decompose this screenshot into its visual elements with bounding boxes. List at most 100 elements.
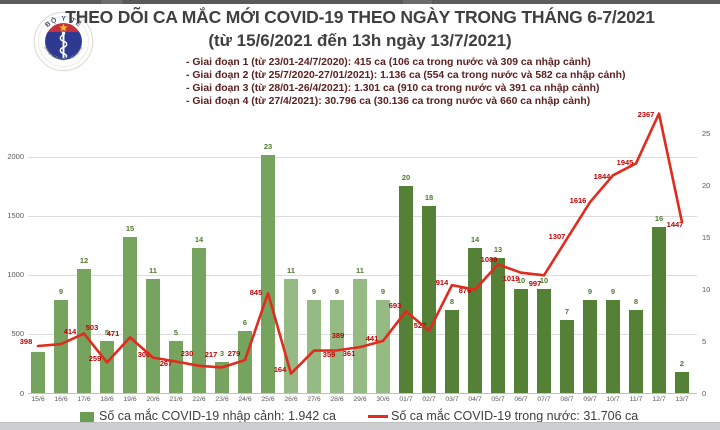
bar-value-label: 11 xyxy=(149,265,157,275)
x-axis-tick-label: 08/7 xyxy=(560,396,574,403)
right-axis-tick-label: 0 xyxy=(702,388,707,398)
x-axis-tick-label: 21/6 xyxy=(169,396,183,403)
x-axis-tick-label: 07/7 xyxy=(537,396,551,403)
bar-imported-cases xyxy=(261,154,275,393)
line-value-label: 1307 xyxy=(548,231,566,241)
x-axis-tick-label: 12/7 xyxy=(652,396,666,403)
bar-value-label: 7 xyxy=(564,307,570,317)
gridline xyxy=(28,393,697,394)
bar-imported-cases xyxy=(100,341,114,393)
bar-value-label: 8 xyxy=(633,297,639,307)
gridline xyxy=(28,156,697,158)
line-value-label: 267 xyxy=(159,359,173,369)
legend-swatch-imported xyxy=(80,412,94,422)
x-axis-tick-label: 11/7 xyxy=(629,396,643,403)
x-axis-tick-label: 01/7 xyxy=(399,396,413,403)
bar-value-label: 6 xyxy=(242,317,248,327)
bar-value-label: 8 xyxy=(449,297,455,307)
bar-value-label: 14 xyxy=(470,234,480,244)
x-axis-tick-label: 20/6 xyxy=(146,396,160,403)
bar-imported-cases xyxy=(422,206,436,393)
bar-imported-cases xyxy=(652,227,666,393)
bar-value-label: 15 xyxy=(125,224,135,234)
line-value-label: 1089 xyxy=(480,255,498,265)
phase-summary-list: - Giai đoạn 1 (từ 23/01-24/7/2020): 415 … xyxy=(186,56,686,108)
bar-imported-cases xyxy=(583,299,597,393)
bar-value-label: 9 xyxy=(610,286,616,296)
bottom-gray-strip xyxy=(0,422,720,430)
bar-imported-cases xyxy=(284,278,298,394)
left-axis-tick-label: 0 xyxy=(19,388,24,398)
right-axis-tick-label: 5 xyxy=(702,336,707,346)
x-axis-tick-label: 03/7 xyxy=(445,396,459,403)
left-axis-tick-label: 1000 xyxy=(7,270,24,280)
line-value-label: 2367 xyxy=(637,109,655,119)
bar-value-label: 18 xyxy=(424,193,434,203)
x-axis-tick-label: 27/6 xyxy=(307,396,321,403)
bar-value-label: 11 xyxy=(287,265,295,275)
bar-imported-cases xyxy=(31,351,45,394)
legend-label-imported: Số ca mắc COVID-19 nhập cảnh: 1.942 ca xyxy=(99,409,336,423)
x-axis-tick-label: 30/6 xyxy=(376,396,390,403)
phase-summary-item: - Giai đoạn 1 (từ 23/01-24/7/2020): 415 … xyxy=(186,57,591,68)
bar-value-label: 2 xyxy=(679,359,685,369)
bar-imported-cases xyxy=(606,299,620,393)
bar-imported-cases xyxy=(238,330,252,393)
line-value-label: 1447 xyxy=(666,220,684,230)
bar-imported-cases xyxy=(146,278,160,394)
ministry-of-health-logo: BỘ Y TẾ MINISTRY OF HEALTH xyxy=(33,11,94,72)
bar-imported-cases xyxy=(629,310,643,394)
bar-imported-cases xyxy=(330,299,344,393)
x-axis-tick-label: 29/6 xyxy=(353,396,367,403)
line-value-label: 471 xyxy=(106,329,120,339)
x-axis-tick-label: 05/7 xyxy=(491,396,505,403)
bar-imported-cases xyxy=(675,372,689,393)
line-value-label: 1945 xyxy=(616,158,634,168)
bar-imported-cases xyxy=(514,289,528,393)
torn-edge-strip xyxy=(0,0,720,4)
bar-imported-cases xyxy=(192,247,206,394)
rod-of-asclepius-icon xyxy=(59,31,68,59)
line-value-label: 441 xyxy=(365,333,379,343)
right-axis-tick-label: 20 xyxy=(702,181,711,191)
bar-value-label: 9 xyxy=(334,286,340,296)
bar-value-label: 23 xyxy=(263,141,273,151)
bar-imported-cases xyxy=(445,310,459,394)
x-axis-tick-label: 26/6 xyxy=(284,396,298,403)
x-axis-tick-label: 16/6 xyxy=(54,396,68,403)
bar-value-label: 11 xyxy=(356,265,364,275)
bar-imported-cases xyxy=(560,320,574,393)
bar-value-label: 9 xyxy=(380,286,386,296)
x-axis-tick-label: 02/7 xyxy=(422,396,436,403)
x-axis-tick-label: 24/6 xyxy=(238,396,252,403)
line-value-label: 1844 xyxy=(593,172,611,182)
x-axis-tick-label: 28/6 xyxy=(330,396,344,403)
bar-value-label: 20 xyxy=(401,172,411,182)
line-value-label: 300 xyxy=(137,349,151,359)
bar-imported-cases xyxy=(307,299,321,393)
bar-imported-cases xyxy=(54,299,68,393)
bar-imported-cases xyxy=(537,289,551,393)
line-value-label: 259 xyxy=(88,354,102,364)
phase-summary-item: - Giai đoạn 3 (từ 28/01-26/4/2021): 1.30… xyxy=(186,83,600,94)
x-axis-tick-label: 17/6 xyxy=(77,396,91,403)
chart-title: THEO DÕI CA MẮC MỚI COVID-19 THEO NGÀY T… xyxy=(65,7,655,27)
chart-subtitle: (từ 15/6/2021 đến 13h ngày 13/7/2021) xyxy=(208,31,512,50)
line-value-label: 164 xyxy=(273,364,287,374)
line-value-label: 279 xyxy=(227,349,241,359)
line-value-label: 361 xyxy=(342,349,356,359)
star-icon xyxy=(59,23,68,32)
line-value-label: 845 xyxy=(249,288,263,298)
x-axis-tick-label: 18/6 xyxy=(100,396,114,403)
x-axis-tick-label: 04/7 xyxy=(468,396,482,403)
x-axis-tick-label: 10/7 xyxy=(606,396,620,403)
x-axis-tick-label: 09/7 xyxy=(583,396,597,403)
line-value-label: 693 xyxy=(388,301,402,311)
x-axis-tick-label: 13/7 xyxy=(675,396,689,403)
x-axis-tick-label: 15/6 xyxy=(31,396,45,403)
line-value-label: 876 xyxy=(458,285,472,295)
bar-imported-cases xyxy=(376,299,390,393)
bar-value-label: 9 xyxy=(58,286,64,296)
